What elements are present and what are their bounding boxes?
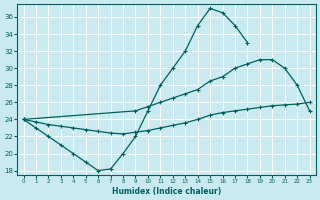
X-axis label: Humidex (Indice chaleur): Humidex (Indice chaleur) — [112, 187, 221, 196]
